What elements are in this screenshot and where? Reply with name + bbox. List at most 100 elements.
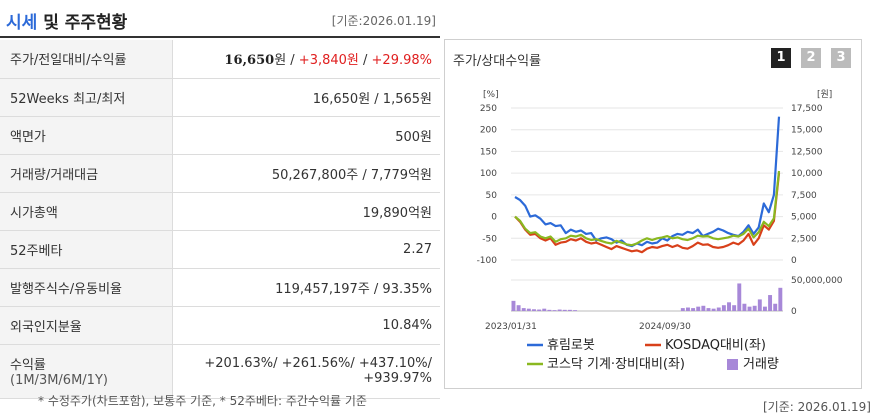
volume-tick-label: 50,000,000: [791, 276, 843, 286]
right-tick-label: 10,000: [791, 169, 823, 179]
price-chart: [%] [원] 250 17,500 200 15,000 150 12,500 100 10,0…: [477, 89, 843, 372]
row-value: 10.84%: [172, 306, 440, 345]
volume-bar: [547, 309, 552, 311]
chart-panel: 주가/상대수익률 1 2 3 [%] [원] 250 17,500 200 15,000 1…: [444, 39, 862, 389]
table-row: 52주베타 2.27: [0, 230, 440, 269]
volume-bar: [511, 300, 516, 311]
footnote: * 수정주가(차트포함), 보통주 기준, * 52주베타: 주간수익률 기준: [38, 394, 367, 408]
returns-line2: +939.97%: [363, 371, 432, 386]
legend-label: 거래량: [743, 357, 779, 372]
right-tick-label: 5,000: [791, 213, 817, 223]
row-label: 52주베타: [0, 230, 173, 269]
page-button-1[interactable]: 1: [771, 48, 791, 68]
quote-table: 주가/전일대비/수익률 16,650원 / +3,840원 / +29.98% …: [0, 40, 440, 399]
left-unit-label: [%]: [483, 90, 499, 100]
right-tick-label: 15,000: [791, 126, 823, 136]
row-label: 52Weeks 최고/최저: [0, 78, 173, 117]
row-value: 500원: [172, 116, 440, 155]
right-unit-label: [원]: [817, 89, 832, 100]
table-row: 52Weeks 최고/최저 16,650원 / 1,565원: [0, 78, 440, 117]
row-value: 16,650원 / 1,565원: [172, 78, 440, 117]
volume-bar: [778, 287, 783, 311]
left-tick-label: 250: [480, 104, 497, 114]
stock-price-line: [514, 116, 781, 248]
right-tick-label: 7,500: [791, 191, 817, 201]
volume-bar: [537, 309, 542, 311]
volume-zero-label: 0: [791, 307, 797, 317]
left-tick-label: -100: [477, 256, 498, 266]
table-row: 액면가 500원: [0, 116, 440, 155]
current-price: 16,650: [224, 53, 275, 69]
volume-bar: [773, 303, 778, 311]
volume-bar: [757, 299, 762, 311]
legend-label: KOSDAQ대비(좌): [665, 338, 766, 353]
volume-bar: [727, 302, 731, 311]
kosdaq-relative-line: [514, 172, 781, 254]
volume-bar: [567, 309, 572, 311]
row-label: 액면가: [0, 116, 173, 155]
volume-bar: [521, 308, 526, 311]
volume-bar: [716, 307, 721, 311]
left-tick-label: 100: [480, 169, 497, 179]
legend-swatch: [727, 359, 738, 370]
right-tick-label: 17,500: [791, 104, 823, 114]
volume-bar: [706, 308, 711, 311]
volume-bar: [552, 310, 557, 311]
volume-bar: [762, 306, 767, 311]
row-value: +201.63%/ +261.56%/ +437.10%/+939.97%: [172, 344, 440, 399]
sector-relative-line: [514, 170, 781, 247]
row-label: 발행주식수/유동비율: [0, 268, 173, 307]
volume-bar: [711, 308, 716, 311]
page-button-2[interactable]: 2: [801, 48, 821, 68]
page-button-3[interactable]: 3: [831, 48, 851, 68]
table-row: 시가총액 19,890억원: [0, 192, 440, 231]
x-tick-label: 2024/09/30: [639, 322, 691, 332]
value-separator: /: [358, 53, 372, 69]
volume-bar: [516, 305, 521, 311]
right-tick-label: 2,500: [791, 234, 817, 244]
row-label: 시가총액: [0, 192, 173, 231]
volume-bar: [691, 308, 696, 311]
row-value: 16,650원 / +3,840원 / +29.98%: [172, 40, 440, 79]
volume-bar: [701, 305, 706, 311]
section-header: 시세 및 주주현황 [기준:2026.01.19]: [0, 0, 440, 38]
row-value: 50,267,800주 / 7,779억원: [172, 154, 440, 193]
row-label-sub: (1M/3M/6M/1Y): [10, 373, 108, 388]
row-value: 119,457,197주 / 93.35%: [172, 268, 440, 307]
legend-label: 휴림로봇: [547, 338, 595, 353]
left-tick-label: 150: [480, 147, 497, 157]
right-tick-label: 0: [791, 256, 797, 266]
row-label: 외국인지분율: [0, 306, 173, 345]
title-accent: 시세: [6, 13, 38, 33]
price-change: +3,840원: [298, 53, 359, 69]
volume-bar: [747, 306, 752, 311]
left-tick-label: 50: [486, 191, 498, 201]
chart-pagination: 1 2 3: [771, 48, 851, 68]
volume-bar: [542, 308, 547, 311]
volume-bar: [685, 307, 690, 311]
table-row: 거래량/거래대금 50,267,800주 / 7,779억원: [0, 154, 440, 193]
returns-line1: +201.63%/ +261.56%/ +437.10%/: [204, 356, 432, 371]
volume-bar: [573, 310, 578, 311]
left-tick-label: 200: [480, 126, 497, 136]
volume-bar: [532, 309, 536, 311]
volume-bar: [768, 295, 773, 311]
volume-bar: [680, 308, 685, 311]
right-tick-label: 12,500: [791, 147, 823, 157]
volume-bar: [732, 305, 737, 311]
legend-label: 코스닥 기계·장비대비(좌): [547, 357, 685, 372]
volume-bar: [526, 308, 531, 311]
row-label: 수익률 (1M/3M/6M/1Y): [0, 344, 173, 399]
row-label: 주가/전일대비/수익률: [0, 40, 173, 79]
price-unit: 원 /: [274, 53, 299, 69]
x-tick-label: 2023/01/31: [485, 322, 537, 332]
title-rest: 및 주주현황: [37, 13, 128, 33]
row-value: 2.27: [172, 230, 440, 269]
volume-bar: [557, 309, 562, 311]
volume-bar: [752, 305, 757, 311]
volume-bar: [742, 303, 747, 311]
table-row: 외국인지분율 10.84%: [0, 306, 440, 345]
table-row: 수익률 (1M/3M/6M/1Y) +201.63%/ +261.56%/ +43…: [0, 344, 440, 399]
chart-title: 주가/상대수익률: [453, 54, 542, 69]
header-date: [기준:2026.01.19]: [331, 14, 436, 28]
